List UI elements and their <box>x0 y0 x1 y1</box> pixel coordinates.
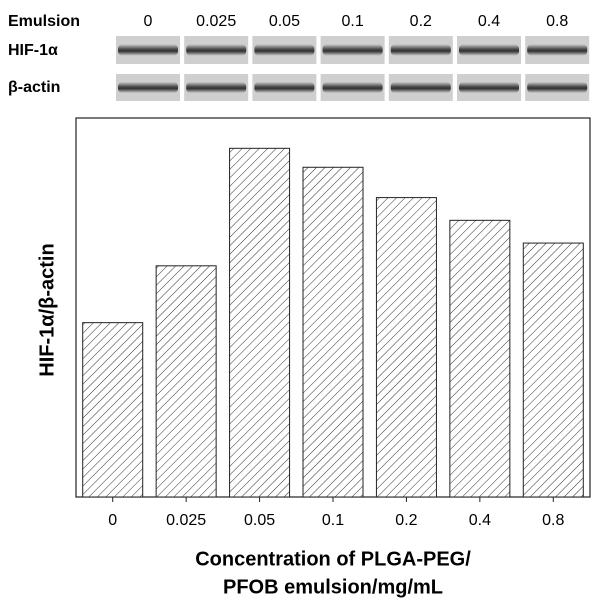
x-tick-label: 0 <box>108 512 117 529</box>
blot-row-label: HIF-1α <box>8 42 58 59</box>
blot-band <box>118 44 178 56</box>
blot-band <box>527 82 588 93</box>
blot-band <box>527 44 588 56</box>
bar <box>449 219 511 498</box>
x-tick-label: 0.4 <box>469 512 491 529</box>
blot-lane-label: 0.025 <box>196 13 236 30</box>
blot-band <box>118 82 178 93</box>
blot-band <box>459 44 519 56</box>
bar <box>229 147 291 498</box>
blot-band <box>322 44 383 56</box>
blot-row-label: β-actin <box>8 79 60 96</box>
blot-band <box>254 44 315 56</box>
blot-lane-label: 0.2 <box>410 13 432 30</box>
bar <box>375 197 437 498</box>
x-tick-label: 0.2 <box>395 512 417 529</box>
x-axis-label: Concentration of PLGA-PEG/ <box>195 548 471 570</box>
bar <box>82 322 144 498</box>
blot-lane-label: 0.4 <box>478 13 500 30</box>
x-tick-label: 0.8 <box>542 512 564 529</box>
bar <box>155 265 217 498</box>
blot-lane-label: 0.05 <box>269 13 300 30</box>
blot-lane-label: 0.1 <box>341 13 363 30</box>
blot-band <box>459 82 519 93</box>
bar <box>302 166 364 498</box>
blot-band <box>390 44 451 56</box>
x-axis-label: PFOB emulsion/mg/mL <box>223 576 443 598</box>
blot-band <box>390 82 451 93</box>
blot-band <box>254 82 315 93</box>
blot-header: Emulsion <box>8 13 80 30</box>
blot-band <box>322 82 383 93</box>
bar <box>522 242 584 498</box>
blot-lane-label: 0 <box>144 13 153 30</box>
blot-lane-label: 0.8 <box>546 13 568 30</box>
y-axis-label: HIF-1α/β-actin <box>36 243 58 376</box>
x-tick-label: 0.05 <box>244 512 275 529</box>
x-tick-label: 0.1 <box>322 512 344 529</box>
blot-band <box>186 44 247 56</box>
x-tick-label: 0.025 <box>166 512 206 529</box>
blot-band <box>186 82 247 93</box>
